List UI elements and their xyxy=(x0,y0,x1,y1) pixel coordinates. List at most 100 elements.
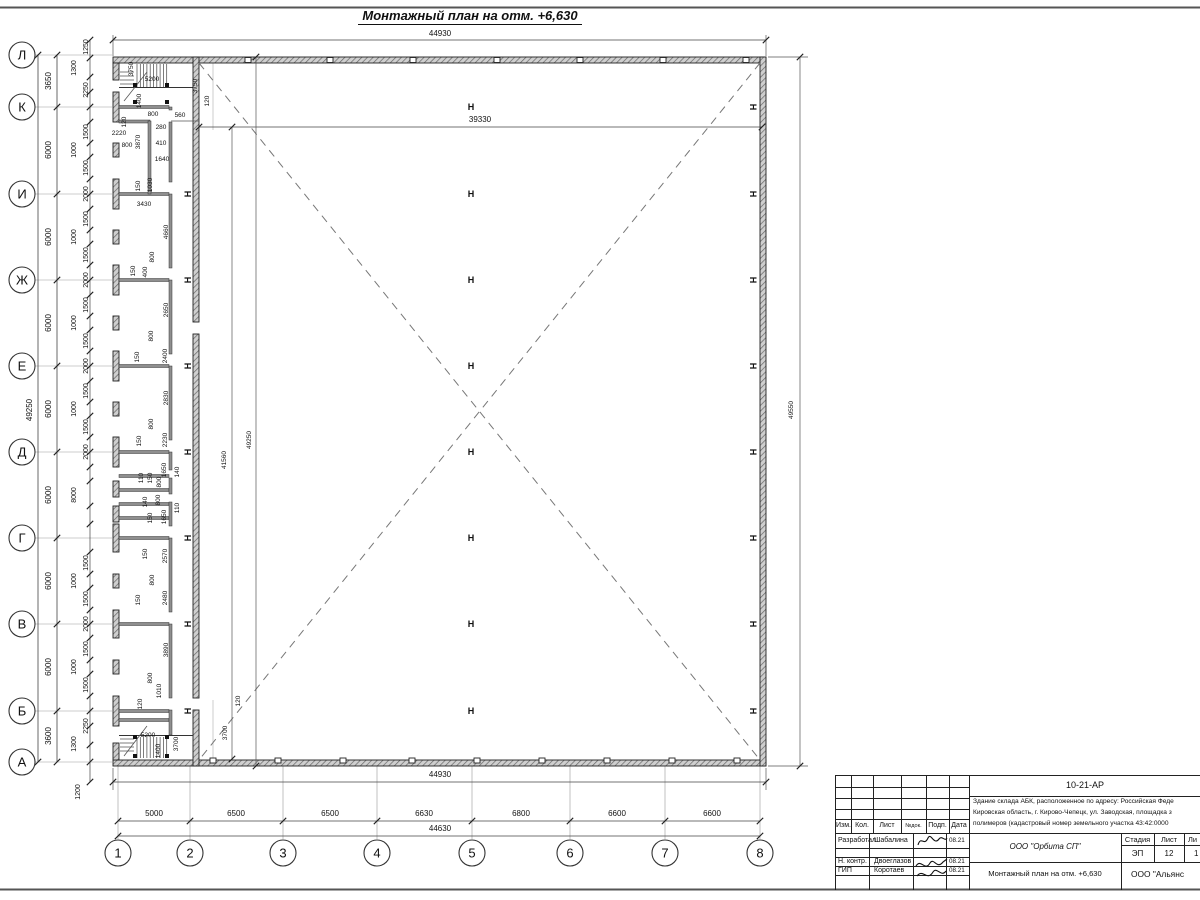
column-symbol: Н xyxy=(183,277,193,284)
dim-label: 1500 xyxy=(83,211,90,227)
dim-label: 110 xyxy=(174,502,181,513)
dim-label: 5200 xyxy=(145,76,160,83)
dim-label: 2570 xyxy=(162,548,169,563)
wall-post-marker xyxy=(326,57,334,63)
axis-marker-6: 6 xyxy=(556,839,584,867)
dim-label: 1500 xyxy=(83,333,90,349)
dim-label: 2830 xyxy=(163,390,170,405)
column-symbol: Н xyxy=(183,191,193,198)
axis-marker-3: 3 xyxy=(269,839,297,867)
dim-label: 49250 xyxy=(25,398,34,421)
dim-label: 140 xyxy=(174,466,181,477)
wall-post-marker xyxy=(576,57,584,63)
dim-label: 6500 xyxy=(227,809,245,818)
dim-label: 6600 xyxy=(703,809,721,818)
dim-label: 1200 xyxy=(75,784,82,800)
tb-col-list: Лист xyxy=(879,822,895,829)
dim-label: 800 xyxy=(148,418,155,429)
tb-name-1: Шабалина xyxy=(874,837,908,844)
column-symbols: Н Н Н Н Н Н Н Н Н Н Н Н Н Н Н Н Н Н Н Н Н Н Н xyxy=(183,57,758,764)
column-symbol: Н xyxy=(183,449,193,456)
column-symbol: Н xyxy=(183,535,193,542)
dim-label: 2650 xyxy=(163,302,170,317)
tb-name-2: Двоеглазов xyxy=(874,858,912,865)
axis-marker-Л: Л xyxy=(8,41,36,69)
dim-label: 49250 xyxy=(246,431,253,449)
wall-post-marker xyxy=(493,57,501,63)
dim-label: 3890 xyxy=(163,642,170,657)
dim-label: 3600 xyxy=(44,727,53,745)
axis-marker-В: В xyxy=(8,610,36,638)
tb-date-1: 08.21 xyxy=(949,837,965,844)
project-desc-line3: полимеров (кадастровый номер земельного … xyxy=(973,820,1169,827)
dim-label: 3700 xyxy=(173,736,180,751)
drawing-title-text: Монтажный план на отм. +6,630 xyxy=(358,8,582,25)
axis-grid-lines xyxy=(35,54,761,839)
dim-label: 150 xyxy=(134,351,141,362)
dim-label: 3430 xyxy=(137,201,152,208)
dim-label: 2000 xyxy=(83,272,90,288)
column-symbol: Н xyxy=(183,363,193,370)
axis-label: Г xyxy=(18,531,25,546)
wall-post-marker xyxy=(668,757,676,764)
dimension-lines: 44930 39330 44930 5000 6500 6500 6630 6800 6600 6… xyxy=(25,29,808,840)
axis-marker-А: А xyxy=(8,748,36,776)
axis-marker-К: К xyxy=(8,93,36,121)
axis-markers: Л К И Ж Е Д Г В Б А 1 2 3 4 5 6 7 8 xyxy=(8,41,774,867)
dim-label: 2000 xyxy=(83,358,90,374)
dim-label: 1000 xyxy=(71,142,78,158)
dim-label: 1400 xyxy=(136,93,143,108)
dim-label: 150 xyxy=(136,435,143,446)
bracing-dashed-x xyxy=(198,62,761,761)
dim-label: 150 xyxy=(147,512,154,523)
dim-label: 1500 xyxy=(83,160,90,176)
dim-label: 1000 xyxy=(71,401,78,417)
wall-post-marker xyxy=(473,757,481,764)
column-symbol: Н xyxy=(183,621,193,628)
tb-listov-label: Ли xyxy=(1188,835,1197,844)
column-symbol: Н xyxy=(468,447,475,457)
dim-label: 410 xyxy=(156,140,167,147)
title-block: 10-21-АР Здание склада АБК, расположенно… xyxy=(835,775,1200,890)
tb-role-1: Разработал xyxy=(838,837,877,844)
signature-2 xyxy=(915,858,948,877)
wall-post-marker xyxy=(339,757,347,764)
dim-label: 1650 xyxy=(161,509,168,524)
axis-marker-1: 1 xyxy=(104,839,132,867)
dim-label: 44630 xyxy=(429,824,452,833)
dim-label: 280 xyxy=(156,124,167,131)
column-symbol: Н xyxy=(468,189,475,199)
dim-label: 44930 xyxy=(429,29,452,38)
dim-label: 2400 xyxy=(162,348,169,363)
axis-marker-5: 5 xyxy=(458,839,486,867)
column-symbol: Н xyxy=(468,361,475,371)
dim-label: 6630 xyxy=(415,809,433,818)
wall-post-marker xyxy=(274,757,282,764)
tb-list-label: Лист xyxy=(1160,835,1178,844)
dim-label: 150 xyxy=(135,594,142,605)
project-desc-line1: Здание склада АБК, расположенное по адре… xyxy=(973,798,1174,805)
dim-label: 2230 xyxy=(162,432,169,447)
column-symbol: Н xyxy=(468,619,475,629)
dim-label: 1300 xyxy=(71,736,78,752)
dim-label: 1500 xyxy=(83,555,90,571)
dim-label: 120 xyxy=(121,116,128,127)
dim-label: 120 xyxy=(235,695,242,706)
drawing-title: Монтажный план на отм. +6,630 xyxy=(320,8,620,25)
dim-label: 3700 xyxy=(222,725,229,740)
dim-label: 6600 xyxy=(608,809,626,818)
axis-label: И xyxy=(17,187,26,202)
dim-label: 800 xyxy=(155,494,162,505)
staircases xyxy=(119,64,193,758)
dim-label: 150 xyxy=(147,472,154,483)
tb-stage-value: ЭП xyxy=(1131,849,1144,858)
dim-label: 150 xyxy=(135,180,142,191)
wall-post-marker xyxy=(409,57,417,63)
dim-label: 800 xyxy=(156,476,163,487)
dim-label: 1500 xyxy=(83,297,90,313)
dim-label: 800 xyxy=(147,672,154,683)
walls xyxy=(112,56,767,767)
column-symbol: Н xyxy=(468,275,475,285)
